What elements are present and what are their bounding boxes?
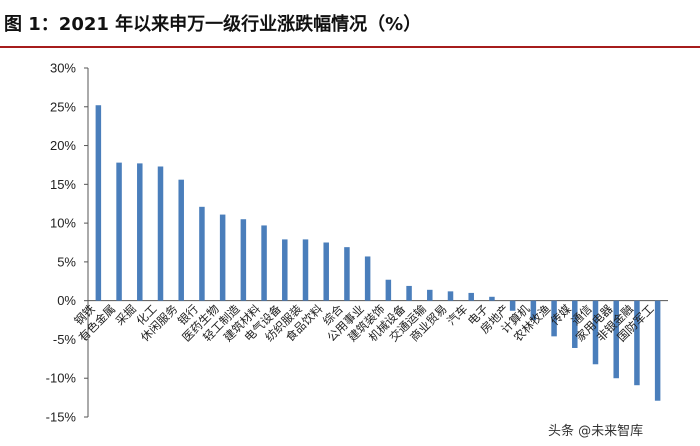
bar [95,105,102,301]
title-divider [0,46,700,48]
bar [468,292,474,301]
category-label: 采掘 [113,302,139,328]
bar [551,300,557,337]
y-tick-label: -5% [53,332,77,347]
y-tick-label: 10% [50,216,76,231]
y-tick-label: 20% [50,138,76,153]
bar [116,162,122,301]
bar [178,179,184,301]
bar [509,300,516,311]
bar [240,219,247,301]
y-tick-label: 25% [50,99,76,114]
bar [137,163,143,301]
bar [261,225,267,301]
y-tick-label: 5% [57,254,76,269]
bar [592,300,599,365]
y-tick-label: 15% [50,177,76,192]
bar [634,300,640,386]
bar [364,256,371,301]
bar [344,247,350,301]
bar [157,166,164,301]
category-label: 汽车 [444,302,470,328]
bar [406,285,412,301]
bar [219,214,226,301]
bar [613,300,619,379]
watermark: 头条 @未来智库 [548,424,644,439]
bar [385,279,392,301]
bar [447,291,454,301]
bar [199,206,205,301]
y-tick-label: -15% [46,410,77,425]
y-tick-label: 30% [50,61,76,76]
bar [572,300,578,348]
y-tick-label: 0% [57,293,76,308]
bar [323,242,329,301]
bar [427,289,433,301]
bar [530,300,537,321]
bar [654,300,661,401]
y-tick-label: -10% [46,371,77,386]
bar [302,239,309,301]
bar [489,296,495,301]
figure-title: 图 1：2021 年以来申万一级行业涨跌幅情况（%） [4,14,422,35]
bar [282,239,288,301]
